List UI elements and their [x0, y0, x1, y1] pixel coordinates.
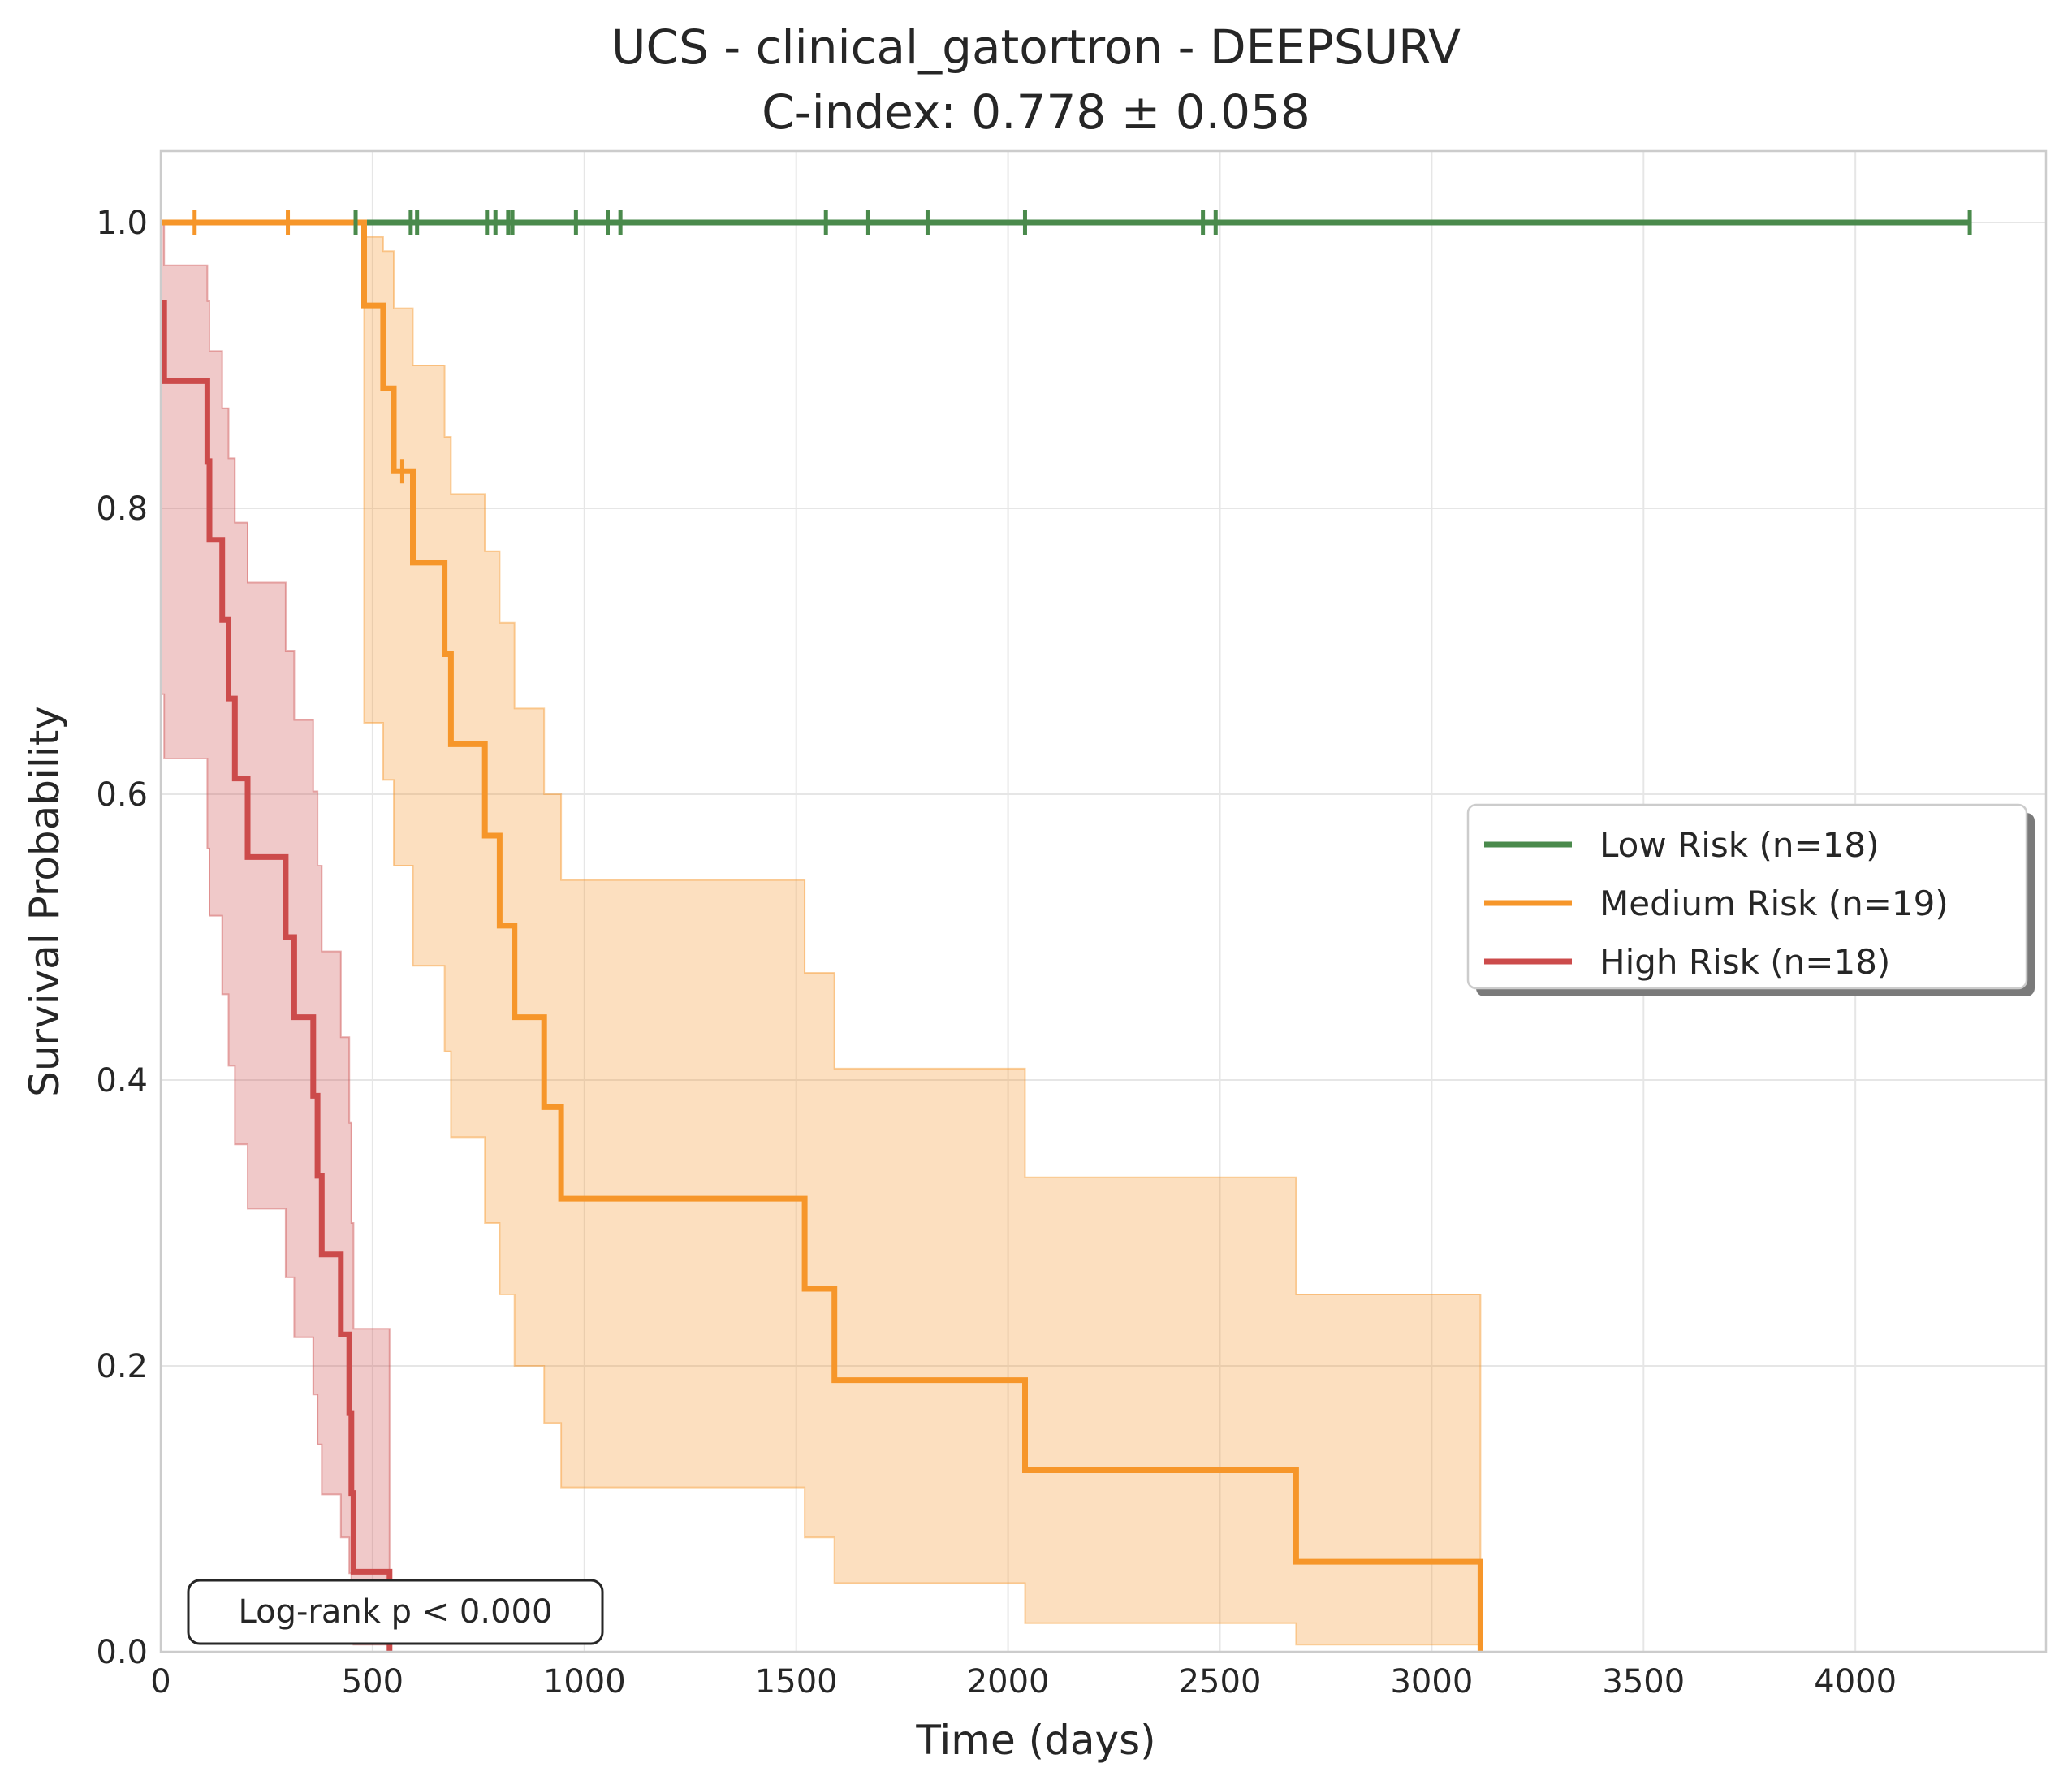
- x-tick-label: 1500: [755, 1663, 838, 1700]
- y-tick-label: 0.8: [96, 490, 148, 528]
- tick-labels: 0 500 1000 1500 2000 2500 3000 3500 4000 0.0 0.2 0.…: [96, 205, 1897, 1700]
- km-curve-medium: [161, 219, 1483, 1652]
- x-tick-label: 1000: [543, 1663, 626, 1700]
- logrank-annotation: Log-rank p < 0.000: [187, 1579, 604, 1645]
- x-tick-label: 2500: [1179, 1663, 1262, 1700]
- annotation-text: Log-rank p < 0.000: [239, 1593, 553, 1631]
- plot-frame: [159, 149, 2048, 1653]
- x-tick-label: 4000: [1814, 1663, 1897, 1700]
- annotation-box: [187, 1579, 604, 1645]
- y-tick-label: 0.4: [96, 1062, 148, 1100]
- chart-subtitle: C-index: 0.778 ± 0.058: [762, 84, 1310, 140]
- y-tick-label: 0.6: [96, 776, 148, 814]
- y-tick-label: 1.0: [96, 205, 148, 242]
- legend-label-medium: Medium Risk (n=19): [1599, 884, 1949, 923]
- x-tick-label: 3500: [1602, 1663, 1685, 1700]
- ci-band-medium: [161, 222, 1482, 1646]
- x-tick-label: 3000: [1390, 1663, 1473, 1700]
- legend-label-low: Low Risk (n=18): [1599, 825, 1880, 865]
- survival-curves: [161, 219, 1971, 1652]
- x-tick-label: 2000: [967, 1663, 1050, 1700]
- x-axis-label: Time (days): [915, 1717, 1155, 1764]
- y-axis-label: Survival Probability: [21, 706, 68, 1097]
- x-tick-label: 500: [342, 1663, 404, 1700]
- legend-label-high: High Risk (n=18): [1599, 942, 1890, 982]
- x-tick-label: 0: [150, 1663, 171, 1700]
- legend-entries: Low Risk (n=18) Medium Risk (n=19) High Ri…: [1484, 825, 1949, 982]
- km-curve-high: [161, 300, 393, 1652]
- legend: Low Risk (n=18) Medium Risk (n=19) High Ri…: [1466, 803, 2035, 996]
- y-tick-label: 0.0: [96, 1634, 148, 1671]
- chart-title: UCS - clinical_gatortron - DEEPSURV: [611, 19, 1461, 75]
- y-tick-label: 0.2: [96, 1348, 148, 1385]
- legend-box: [1466, 803, 2028, 990]
- censor-marks: [192, 210, 1972, 484]
